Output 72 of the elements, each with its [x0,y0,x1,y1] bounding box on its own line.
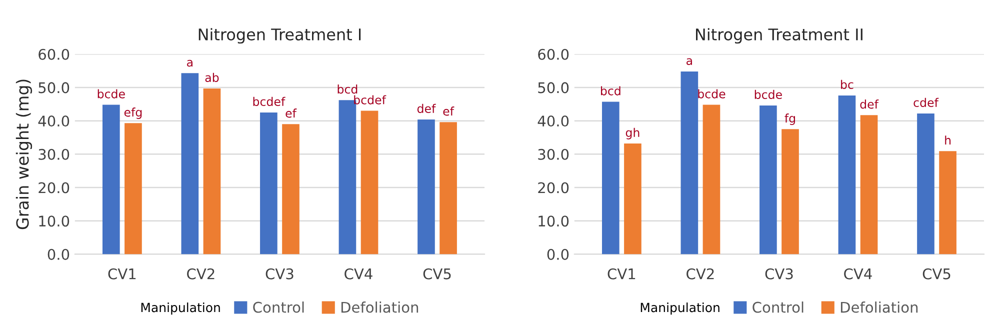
y-axis-title: Grain weight (mg) [16,80,32,230]
data-label: a [686,58,692,66]
y-tick-label: 60.0 [38,48,70,60]
data-label: def [860,100,879,109]
y-tick-label: 0.0 [547,248,569,260]
bar [203,88,221,254]
data-label: ef [286,108,297,118]
legend-title: Manipulation [640,302,720,315]
y-tick-label: 0.0 [48,248,70,260]
bar [838,95,856,254]
data-label: fg [784,114,795,125]
data-label: h [945,136,951,145]
x-tick-label: CV2 [187,268,214,280]
legend-label: Defoliation [341,302,418,313]
chart-title: Nitrogen Treatment I [198,28,361,44]
data-label: bcde [698,89,726,98]
data-label: ab [205,72,219,82]
bar [702,104,720,254]
y-tick-label: 40.0 [538,116,569,127]
legend-label: Defoliation [840,302,918,313]
x-tick-label: CV3 [266,268,294,280]
data-label: a [187,60,192,67]
bar [282,124,300,254]
x-tick-label: CV4 [344,268,372,280]
x-tick-label: CV4 [844,268,872,280]
data-label: bcdef [253,96,286,106]
data-label: bcde [754,90,782,100]
data-label: efg [124,108,142,119]
y-tick-label: 40.0 [38,116,70,127]
bar [360,110,378,254]
chart-title: Nitrogen Treatment II [696,28,862,44]
x-tick-label: CV1 [108,268,136,280]
y-tick-label: 30.0 [538,148,569,160]
data-label: bcdef [354,95,386,104]
y-tick-label: 20.0 [538,182,569,194]
bar [124,123,142,254]
data-label: bcd [338,84,358,94]
data-label: bcde [98,89,125,98]
bar [680,71,698,254]
bar [102,104,120,254]
x-tick-label: CV5 [423,268,451,280]
y-tick-label: 60.0 [538,48,569,60]
bar [418,119,435,254]
bar [440,122,457,254]
data-label: ef [443,106,454,116]
y-tick-label: 50.0 [538,82,569,94]
bar [939,151,956,254]
data-label: bc [841,80,854,90]
bar [260,112,278,254]
bar [181,73,199,254]
bar [760,105,777,254]
legend-title: Manipulation [141,302,220,315]
bar [860,115,878,254]
data-label: cdef [914,98,939,108]
y-tick-label: 50.0 [38,82,70,94]
data-label: bcd [600,86,620,96]
bar [782,129,799,254]
bar [624,143,642,254]
x-tick-label: CV2 [686,268,714,280]
x-tick-label: CV5 [922,268,950,280]
legend-label: Control [253,302,304,313]
y-tick-label: 10.0 [39,216,70,227]
data-label: def [417,104,436,114]
y-tick-label: 10.0 [538,216,569,227]
bar [917,113,934,254]
bar [602,102,620,254]
x-tick-label: CV3 [765,268,793,280]
legend-label: Control [752,302,804,313]
x-tick-label: CV1 [608,268,636,280]
y-tick-label: 20.0 [38,182,70,194]
data-label: gh [626,128,640,140]
y-tick-label: 30.0 [38,148,70,160]
